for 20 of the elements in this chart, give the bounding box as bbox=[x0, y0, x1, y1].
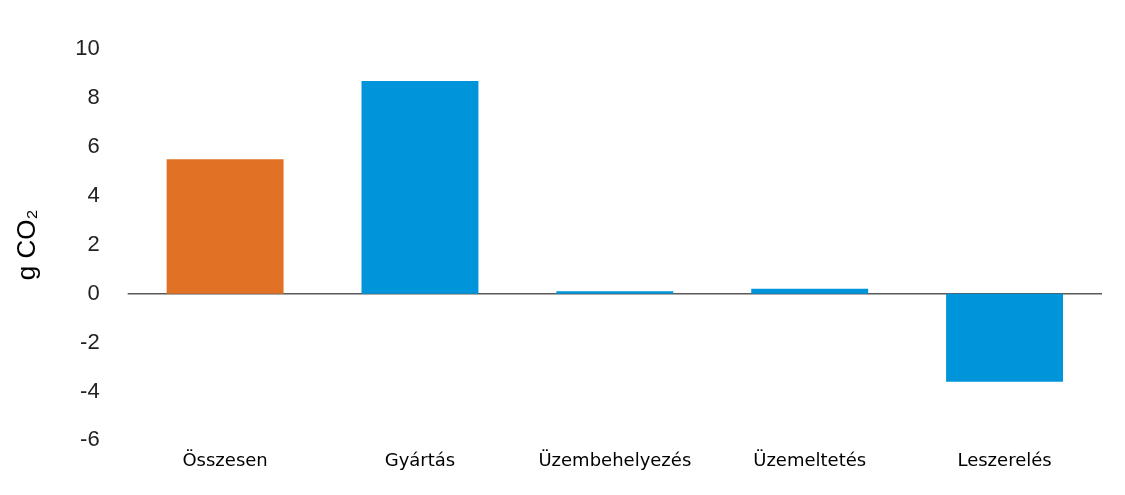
y-tick-label: -6 bbox=[80, 426, 100, 452]
bar bbox=[946, 293, 1064, 382]
y-tick-label: -2 bbox=[80, 328, 100, 354]
y-tick-label: 2 bbox=[87, 230, 100, 256]
y-tick-label: 8 bbox=[87, 84, 100, 110]
x-tick-label: Gyártás bbox=[384, 448, 456, 470]
y-tick-label: 0 bbox=[87, 279, 100, 305]
bar bbox=[751, 288, 869, 294]
y-tick-label: 6 bbox=[87, 133, 100, 159]
x-tick-label: Összesen bbox=[182, 448, 268, 470]
x-tick-label: Leszerelés bbox=[957, 448, 1052, 470]
x-tick-label: Üzemeltetés bbox=[753, 448, 867, 470]
x-tick-label: Üzembehelyezés bbox=[538, 448, 692, 470]
bar bbox=[361, 80, 479, 294]
bar bbox=[166, 159, 284, 294]
y-tick-label: -4 bbox=[80, 377, 100, 403]
bar bbox=[556, 291, 674, 294]
y-tick-label: 4 bbox=[87, 181, 100, 207]
y-tick-label: 10 bbox=[75, 35, 100, 61]
y-axis-title: g CO₂ bbox=[10, 209, 41, 281]
